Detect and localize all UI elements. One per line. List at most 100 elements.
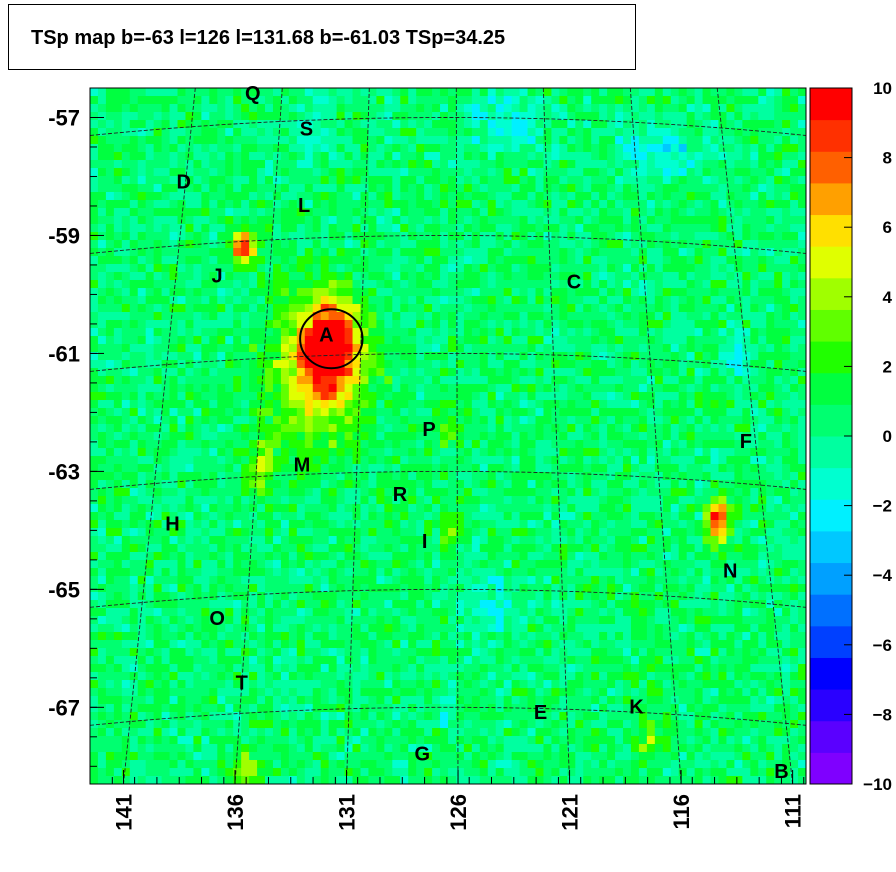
heatmap-cell [527, 304, 537, 313]
heatmap-cell [249, 376, 258, 385]
heatmap-cell [440, 224, 449, 233]
heatmap-cell [607, 400, 616, 409]
heatmap-cell [257, 112, 266, 121]
heatmap-cell [328, 128, 338, 137]
heatmap-cell [416, 376, 425, 385]
heatmap-cell [328, 296, 338, 305]
heatmap-cell [535, 440, 545, 449]
heatmap-cell [360, 376, 370, 385]
heatmap-cell [487, 216, 497, 225]
heatmap-cell [591, 112, 600, 121]
heatmap-cell [511, 512, 521, 521]
heatmap-cell [249, 120, 258, 129]
heatmap-cell [344, 336, 354, 345]
heatmap-cell [392, 296, 401, 305]
heatmap-cell [416, 464, 425, 473]
heatmap-cell [630, 96, 640, 105]
heatmap-cell [487, 304, 497, 313]
heatmap-cell [217, 448, 226, 457]
heatmap-cell [177, 192, 187, 201]
heatmap-cell [288, 384, 298, 393]
heatmap-cell [503, 392, 513, 401]
heatmap-cell [463, 480, 473, 489]
heatmap-cell [670, 344, 680, 353]
heatmap-cell [543, 408, 553, 417]
heatmap-cell [798, 112, 806, 121]
heatmap-cell [551, 392, 560, 401]
heatmap-cell [718, 296, 728, 305]
heatmap-cell [129, 296, 139, 305]
heatmap-cell [400, 152, 409, 161]
heatmap-cell [678, 496, 688, 505]
heatmap-cell [392, 136, 401, 145]
heatmap-cell [750, 264, 759, 273]
heatmap-cell [360, 416, 370, 425]
heatmap-cell [599, 432, 608, 441]
heatmap-cell [527, 104, 537, 113]
heatmap-cell [463, 248, 473, 257]
heatmap-cell [137, 416, 147, 425]
heatmap-cell [758, 128, 767, 137]
heatmap-cell [193, 256, 202, 265]
heatmap-cell [97, 288, 107, 297]
heatmap-cell [265, 432, 274, 441]
heatmap-cell [296, 368, 306, 377]
heatmap-cell [233, 528, 242, 537]
heatmap-cell [662, 208, 672, 217]
heatmap-cell [686, 480, 696, 489]
heatmap-cell [782, 376, 791, 385]
heatmap-cell [320, 488, 330, 497]
heatmap-cell [424, 312, 433, 321]
heatmap-cell [607, 480, 616, 489]
heatmap-cell [455, 120, 465, 129]
heatmap-cell [479, 520, 489, 529]
heatmap-cell [368, 376, 377, 385]
heatmap-cell [511, 264, 521, 273]
heatmap-cell [535, 104, 545, 113]
heatmap-cell [527, 504, 537, 513]
heatmap-cell [265, 368, 274, 377]
heatmap-cell [328, 312, 338, 321]
heatmap-cell [686, 320, 696, 329]
heatmap-cell [615, 488, 624, 497]
heatmap-cell [726, 136, 735, 145]
heatmap-cell [790, 336, 799, 345]
heatmap-cell [153, 104, 163, 113]
heatmap-cell [416, 200, 425, 209]
heatmap-cell [241, 440, 250, 449]
heatmap-cell [97, 88, 107, 97]
heatmap-cell [559, 360, 568, 369]
heatmap-cell [702, 320, 712, 329]
heatmap-cell [686, 472, 696, 481]
heatmap-cell [623, 336, 632, 345]
heatmap-cell [161, 488, 171, 497]
heatmap-cell [670, 96, 680, 105]
heatmap-cell [352, 192, 362, 201]
heatmap-cell [352, 112, 362, 121]
heatmap-cell [105, 456, 115, 465]
heatmap-cell [265, 232, 274, 241]
heatmap-cell [567, 296, 576, 305]
heatmap-cell [90, 328, 99, 337]
heatmap-cell [217, 128, 226, 137]
heatmap-cell [169, 520, 179, 529]
heatmap-cell [630, 416, 640, 425]
heatmap-cell [280, 400, 290, 409]
heatmap-cell [591, 184, 600, 193]
heatmap-cell [344, 232, 354, 241]
heatmap-cell [766, 392, 775, 401]
heatmap-cell [750, 296, 759, 305]
heatmap-cell [328, 112, 338, 121]
heatmap-cell [384, 416, 393, 425]
heatmap-cell [312, 192, 322, 201]
heatmap-cell [654, 224, 664, 233]
heatmap-cell [320, 424, 330, 433]
heatmap-cell [448, 112, 457, 121]
heatmap-cell [519, 352, 529, 361]
heatmap-cell [392, 184, 401, 193]
heatmap-cell [280, 392, 290, 401]
heatmap-cell [440, 400, 449, 409]
heatmap-cell [328, 184, 338, 193]
heatmap-cell [265, 240, 274, 249]
heatmap-cell [201, 344, 210, 353]
